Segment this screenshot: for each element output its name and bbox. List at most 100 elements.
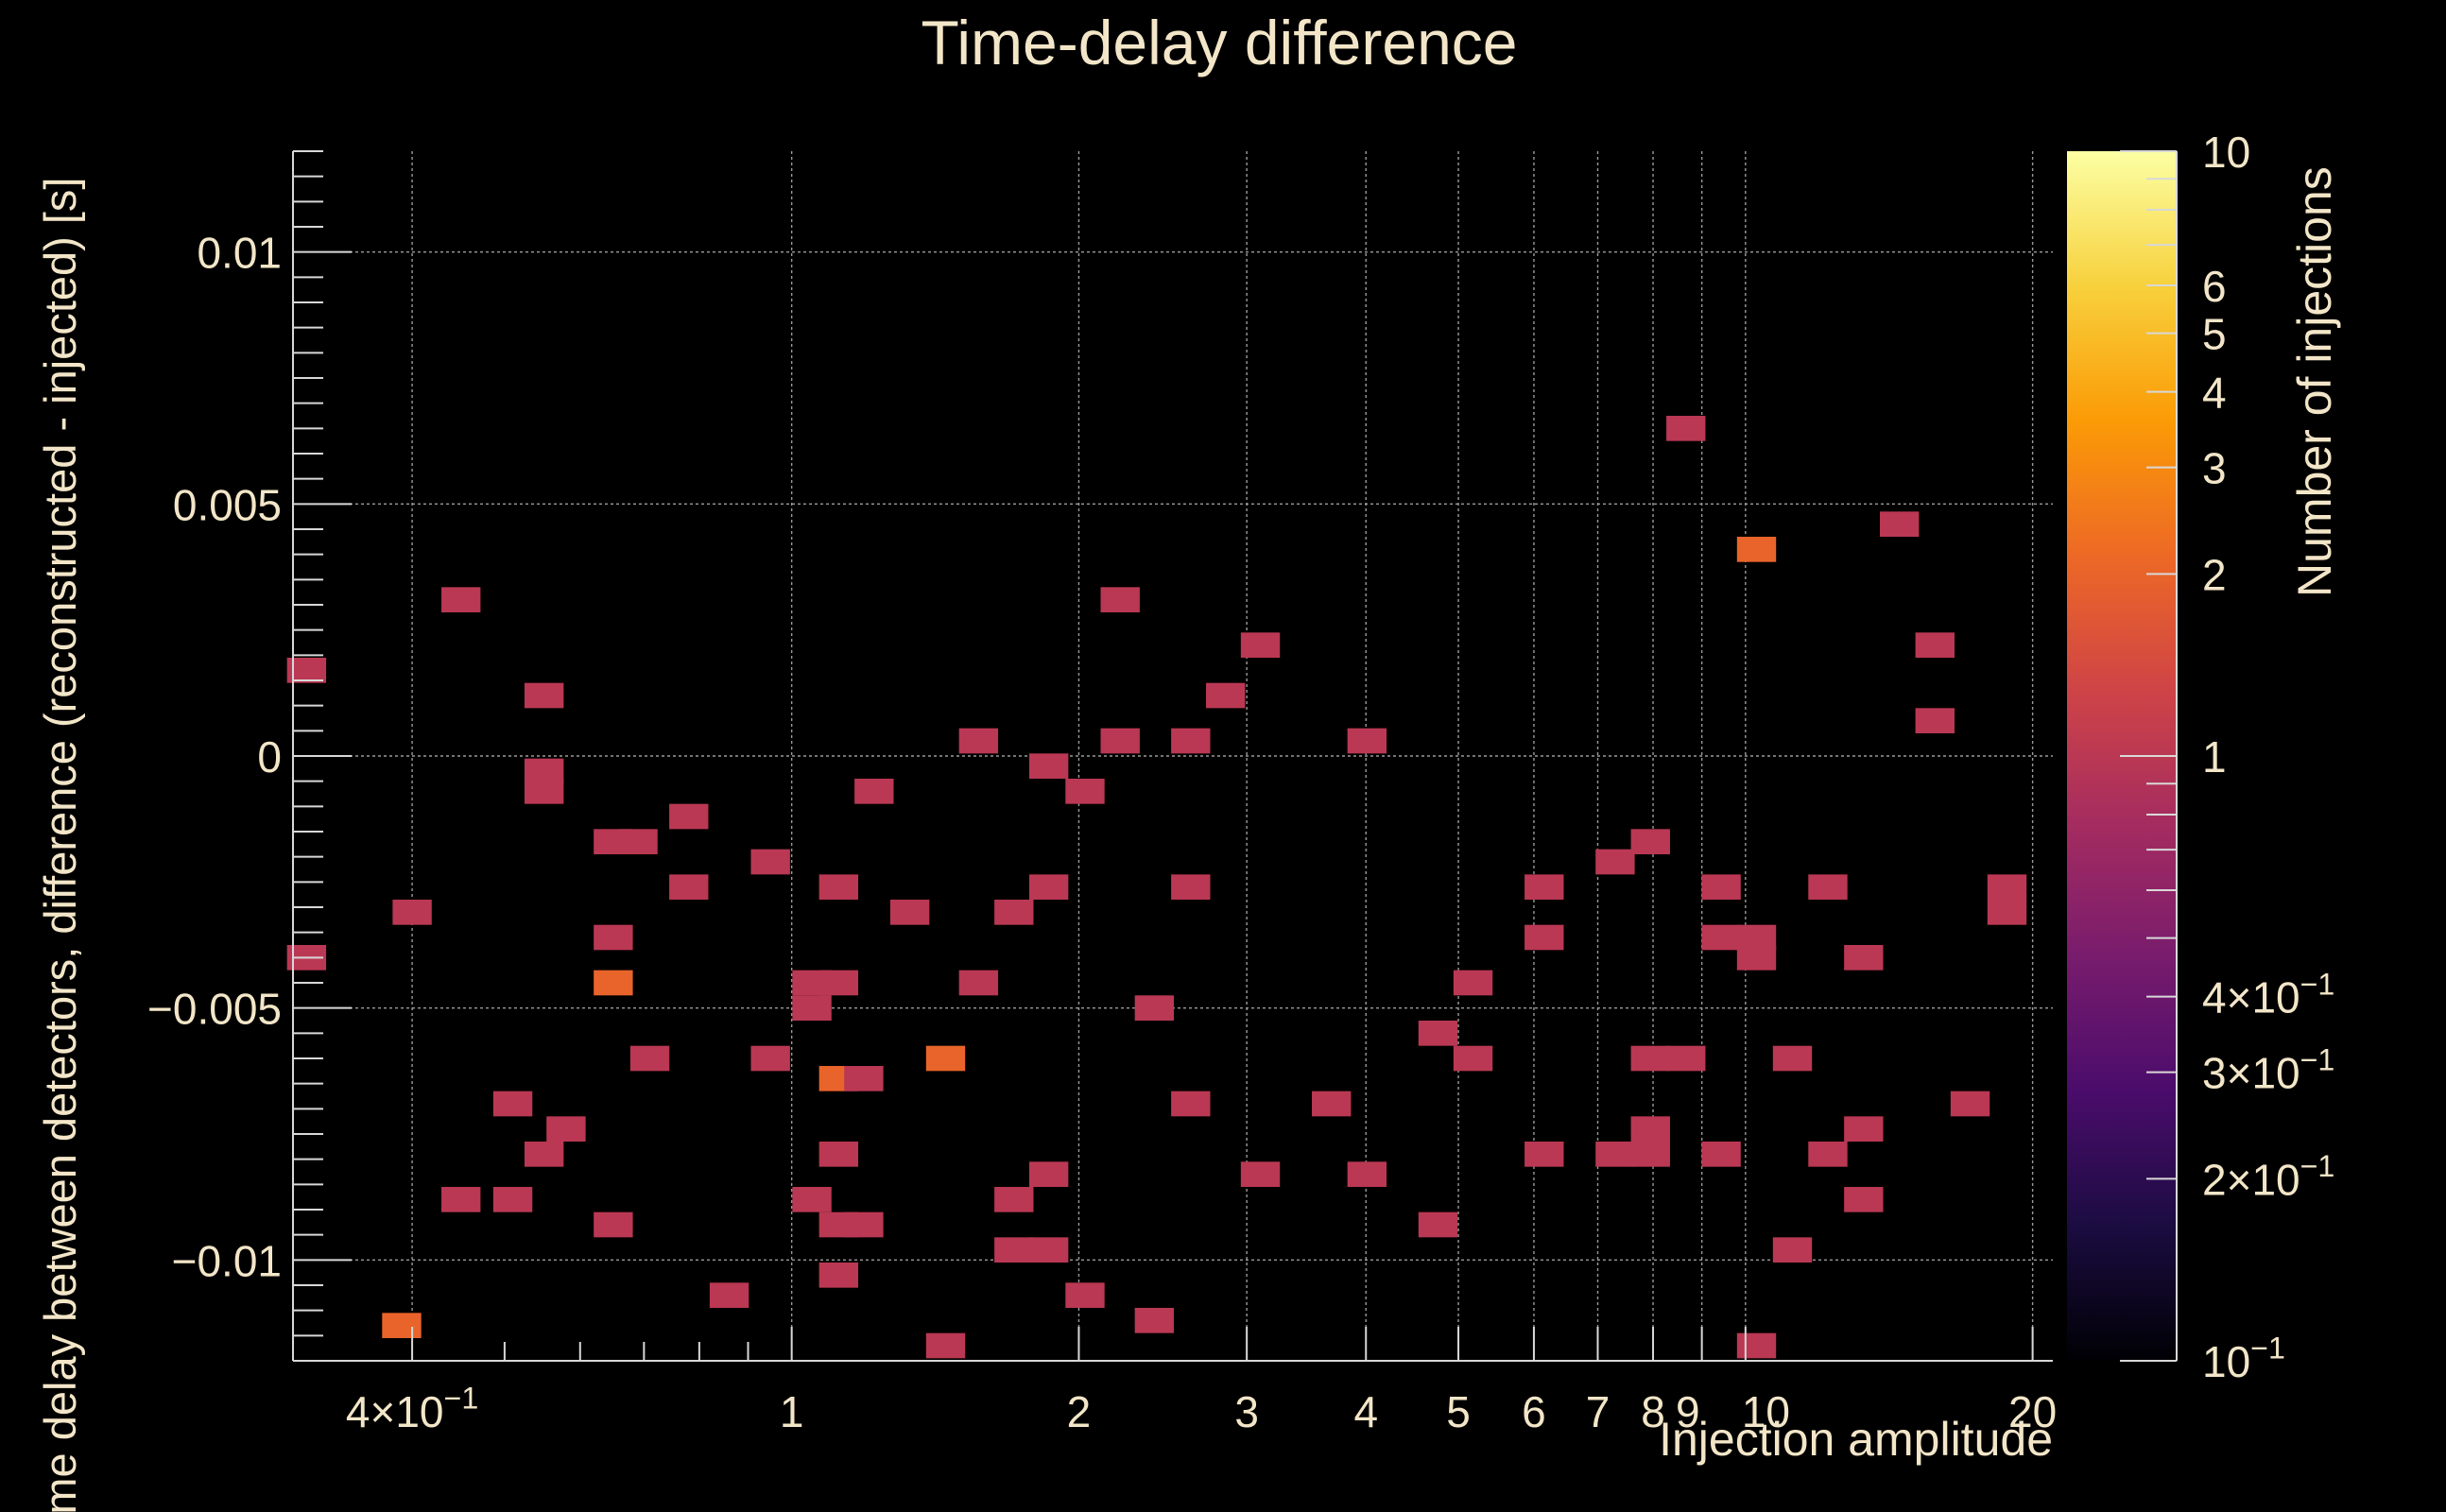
heatmap-cell [1701, 1142, 1741, 1167]
heatmap-cell [1701, 924, 1741, 951]
color-scale-label: Number of injections [2288, 166, 2341, 597]
heatmap-cell [492, 1091, 533, 1117]
heatmap-cell [1524, 924, 1564, 951]
heatmap-cell [1666, 1045, 1706, 1072]
heatmap-cell [750, 849, 790, 875]
heatmap-cell [818, 1263, 859, 1288]
x-tick-label: 2 [1067, 1387, 1092, 1436]
z-tick-label: 6 [2202, 262, 2227, 311]
heatmap-cell [1100, 728, 1140, 754]
heatmap-cell [1950, 1091, 1990, 1117]
heatmap-cell [1630, 829, 1670, 854]
heatmap-cell [392, 900, 432, 925]
heatmap-cell [1418, 1021, 1458, 1046]
y-tick-label: −0.01 [172, 1236, 282, 1285]
heatmap-cell [1844, 945, 1884, 971]
z-tick-label: 10 [2202, 128, 2250, 177]
heatmap-cell [441, 587, 481, 612]
y-tick-label: 0 [257, 732, 282, 782]
heatmap-cell [1134, 995, 1175, 1021]
z-tick-label: 5 [2202, 310, 2227, 359]
heatmap-cell [1844, 1187, 1884, 1212]
heatmap-cell [1736, 945, 1777, 971]
heatmap-cell [1312, 1091, 1352, 1117]
x-tick-label: 5 [1446, 1387, 1471, 1436]
heatmap-cell [818, 970, 859, 996]
heatmap-cell [1347, 728, 1387, 754]
y-axis-label: Time delay between detectors, difference… [35, 178, 85, 1512]
heatmap-cell [844, 1066, 884, 1091]
z-tick-label: 3 [2202, 444, 2227, 493]
heatmap-cell [594, 970, 633, 996]
heatmap-cell [1028, 1161, 1069, 1187]
heatmap-cell [818, 1142, 859, 1167]
heatmap-cell [492, 1187, 533, 1212]
heatmap-cell [1240, 1161, 1281, 1187]
x-axis-ticks: 4×10−1 1 2 3 4 5 6 7 8 9 10 20 [292, 1327, 2057, 1436]
x-tick-label: 4×10−1 [346, 1382, 478, 1436]
z-tick-label: 10−1 [2202, 1332, 2285, 1386]
heatmap-cell [1630, 1142, 1670, 1167]
heatmap-cell [1065, 779, 1105, 804]
heatmap-cell [925, 1332, 966, 1359]
heatmap-cell [1134, 1308, 1175, 1333]
heatmap-cell [1524, 1142, 1564, 1167]
z-tick-label: 4 [2202, 369, 2227, 418]
heatmap-cell [524, 1142, 564, 1167]
heatmap-cell [629, 1045, 670, 1072]
heatmap-cell [958, 728, 999, 754]
heatmap-cell [1808, 1142, 1848, 1167]
heatmap-cell [1453, 1045, 1493, 1072]
heatmap-cell [546, 1116, 586, 1142]
heatmap-cell [669, 803, 709, 830]
y-tick-label: 0.005 [173, 480, 282, 529]
heatmap-cell [1171, 874, 1211, 900]
heatmap-cell [1453, 970, 1493, 996]
heatmap-cell [1736, 537, 1777, 562]
heatmap-cell [1987, 900, 2027, 925]
heatmap-cell [1630, 1116, 1670, 1142]
heatmap-cell [1028, 874, 1069, 900]
x-tick-label: 7 [1586, 1387, 1611, 1436]
x-tick-label: 6 [1522, 1387, 1546, 1436]
heatmap-cell [1595, 1142, 1635, 1167]
heatmap-cell [1844, 1116, 1884, 1142]
heatmap-cell [1240, 632, 1281, 658]
heatmap-cell [792, 1187, 832, 1212]
z-tick-label: 1 [2202, 732, 2227, 782]
heatmap-cell [382, 1313, 422, 1338]
heatmap-cell [1772, 1237, 1813, 1263]
heatmap-cell [889, 900, 930, 925]
heatmap-cell [792, 995, 832, 1021]
heatmap-cell [441, 1187, 481, 1212]
heatmap-cell [594, 1211, 633, 1238]
heatmap-cell [844, 1211, 884, 1238]
y-axis-ticks: 0.01 0.005 0 −0.005 −0.01 [147, 150, 352, 1362]
x-tick-label: 20 [2008, 1387, 2057, 1436]
heatmap-cell [818, 874, 859, 900]
y-tick-label: −0.005 [147, 985, 282, 1034]
heatmap-cell [594, 924, 633, 951]
heatmap-cell [524, 779, 564, 804]
heatmap-cell [1915, 632, 1955, 658]
heatmap-cell [994, 1237, 1034, 1263]
heatmap-cell [1736, 1332, 1777, 1359]
x-tick-label: 1 [780, 1387, 804, 1436]
heatmap-cell [1028, 1237, 1069, 1263]
heatmap-cell [1987, 874, 2027, 900]
heatmap-cell [1595, 849, 1635, 875]
heatmap-cell [1028, 753, 1069, 779]
z-tick-label: 2 [2202, 550, 2227, 599]
heatmap-cell [1666, 416, 1706, 441]
heatmap-cell [1100, 587, 1140, 612]
heatmap-cell [854, 779, 894, 804]
x-tick-label: 8 [1641, 1387, 1665, 1436]
heatmap-cell [1347, 1161, 1387, 1187]
heatmap-cell [1701, 874, 1741, 900]
heatmap-cell [669, 874, 709, 900]
x-tick-label: 9 [1676, 1387, 1700, 1436]
heatmap-cell [958, 970, 999, 996]
x-tick-label: 10 [1742, 1387, 1790, 1436]
heatmap-cell [709, 1282, 749, 1308]
